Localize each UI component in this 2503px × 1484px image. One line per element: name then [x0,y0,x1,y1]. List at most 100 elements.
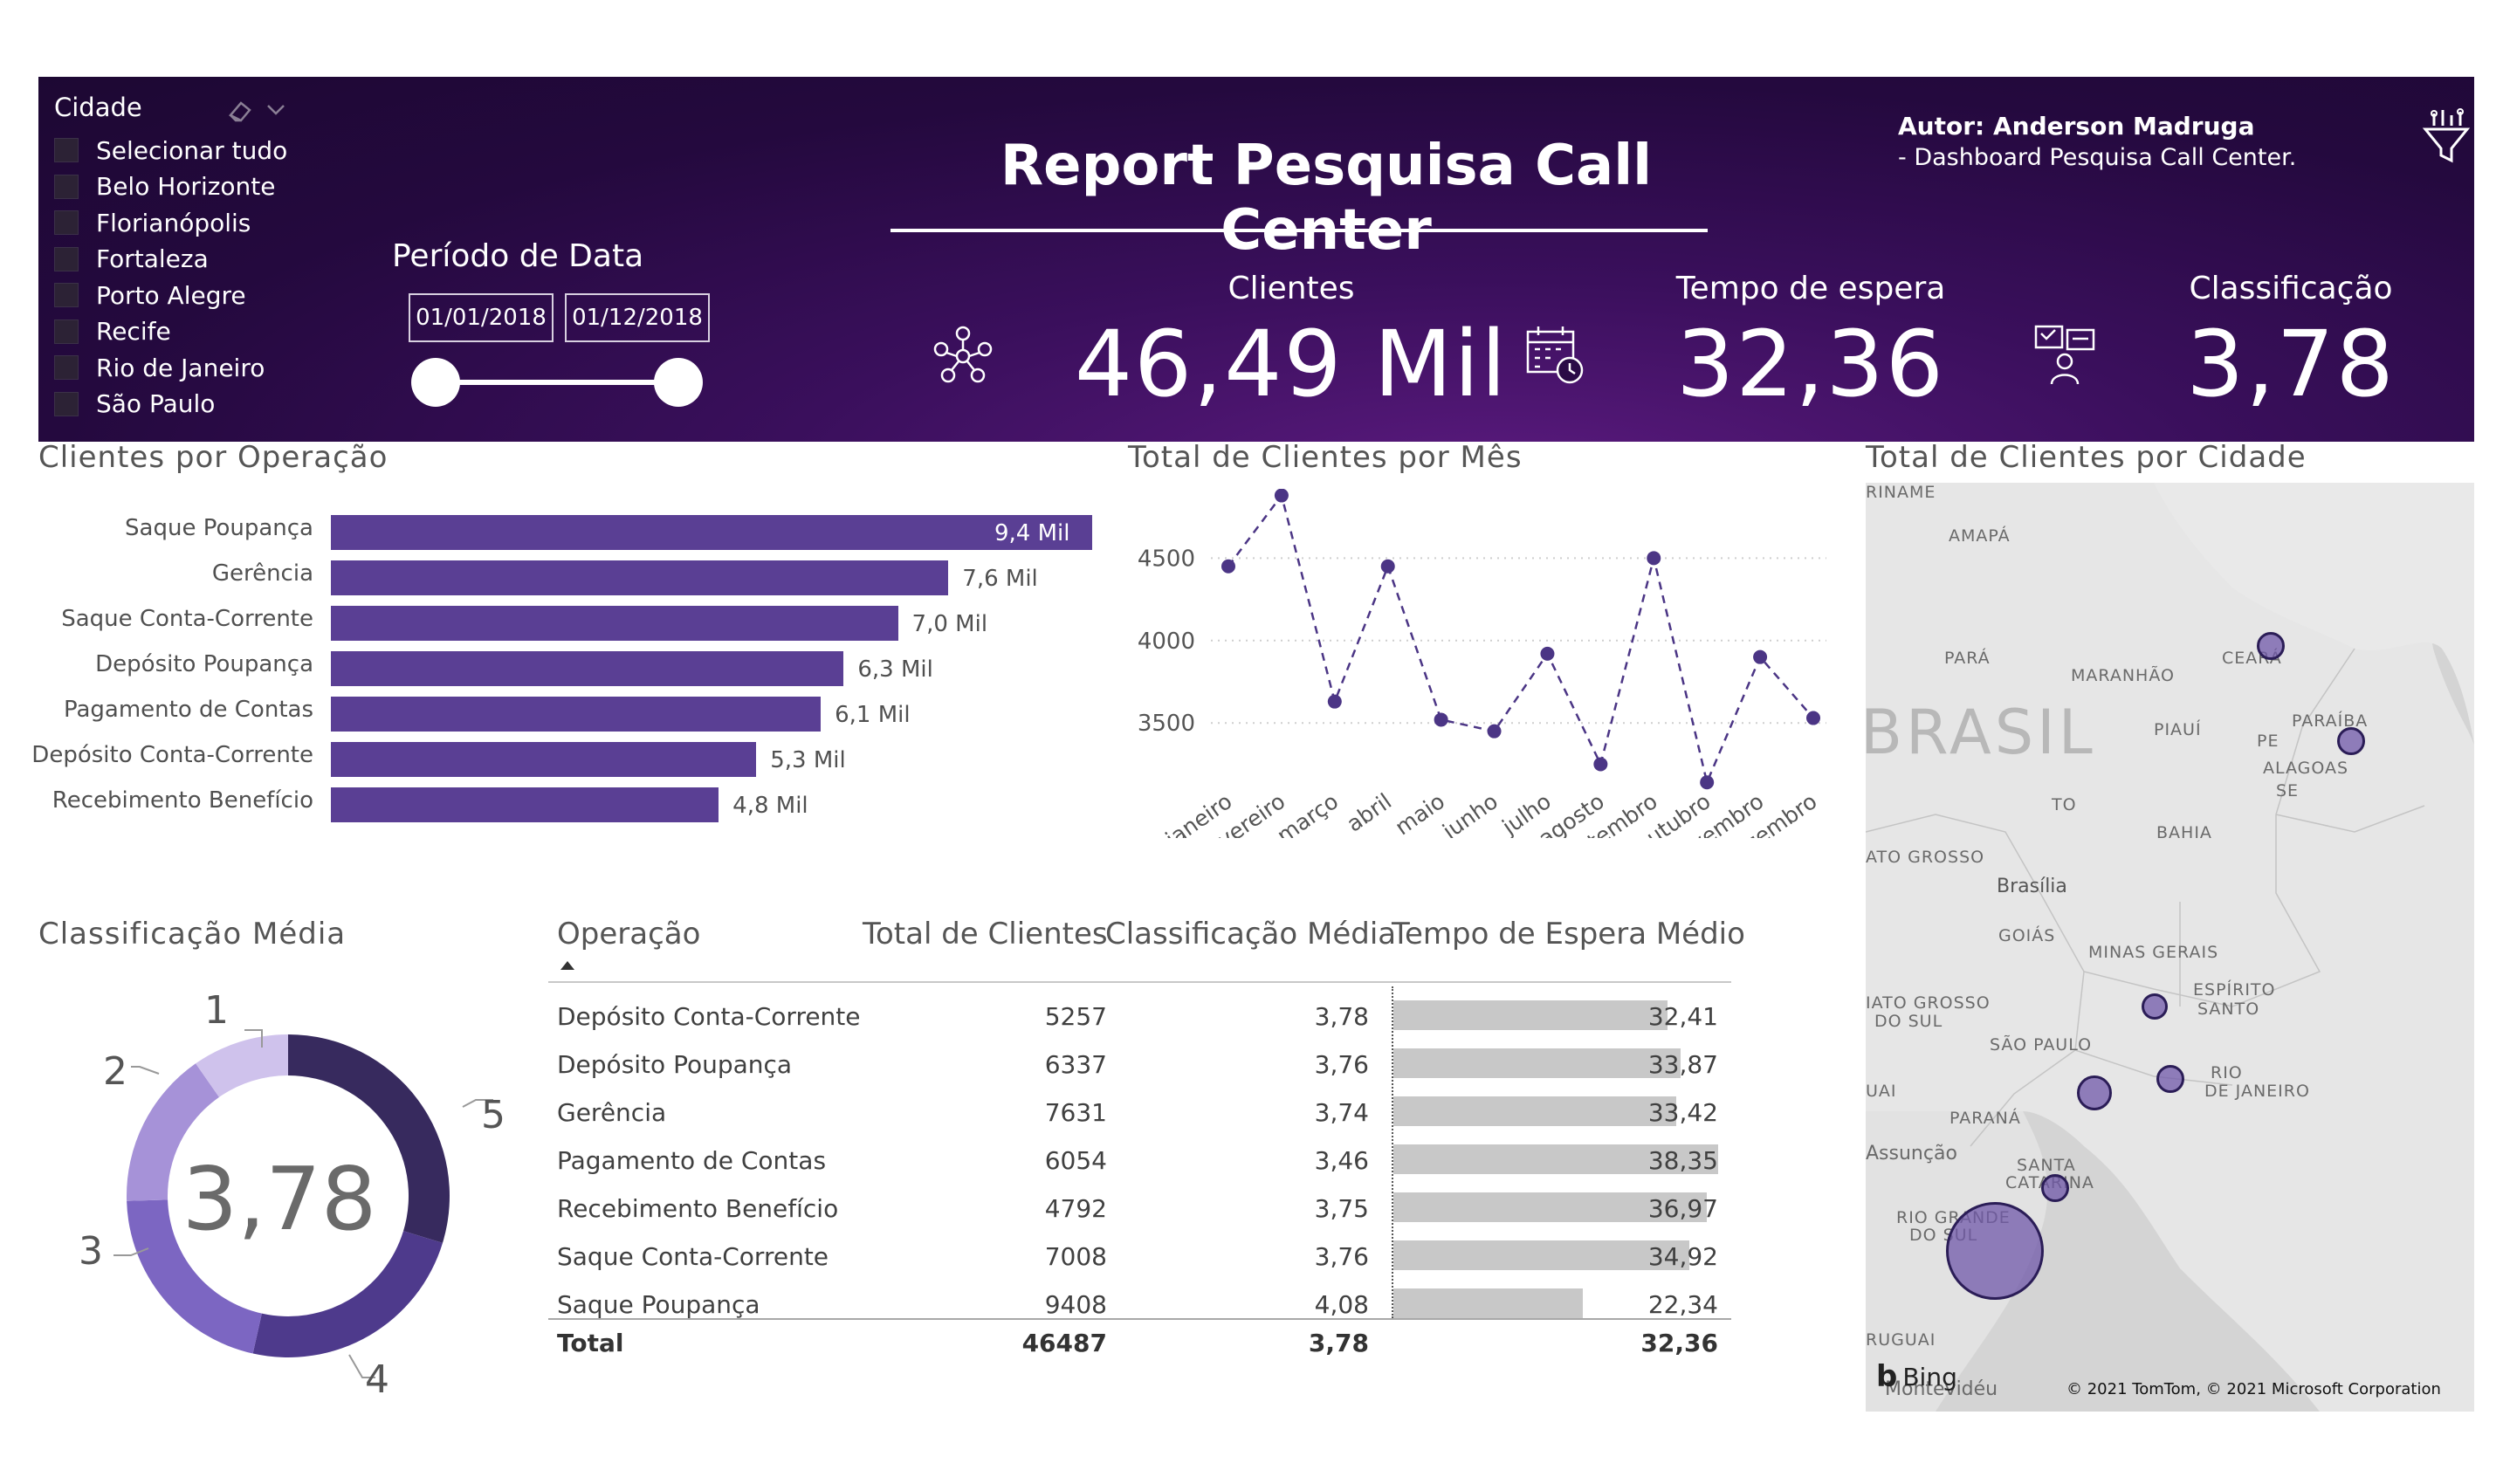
bar[interactable] [331,606,898,641]
wait-bar [1393,1048,1681,1078]
table-row[interactable]: Gerência 7631 3,74 33,42 [548,1091,1731,1135]
map-place-label: BAHIA [2156,823,2212,842]
checkbox[interactable] [54,210,79,235]
city-bubble[interactable] [2257,632,2285,660]
map-place-label: IATO GROSSO [1866,993,1991,1013]
city-option[interactable]: Porto Alegre [54,278,246,313]
filter-funnel-icon[interactable] [2420,103,2472,166]
city-option[interactable]: Florianópolis [54,205,251,240]
map-place-label: UAI [1866,1082,1897,1101]
cell-operacao: Saque Poupança [557,1290,760,1319]
city-bubble[interactable] [2040,1173,2070,1203]
checkbox[interactable] [54,319,79,344]
city-option-label: Selecionar tudo [96,135,288,165]
checkbox[interactable] [54,174,79,199]
date-slider-end-handle[interactable] [654,358,703,407]
cell-operacao: Gerência [557,1098,667,1127]
cell-tempo: 36,97 [1647,1194,1718,1223]
city-bubble[interactable] [2076,1075,2113,1111]
city-option[interactable]: Belo Horizonte [54,169,276,204]
data-point[interactable] [1806,711,1820,725]
city-option[interactable]: Selecionar tudo [54,133,287,168]
col-header-classificacao[interactable]: Classificação Média [1105,917,1397,952]
donut-slice[interactable] [127,1199,262,1354]
donut-slice[interactable] [127,1063,220,1201]
y-tick-label: 4000 [1138,629,1195,655]
map-place-label: GOIÁS [1998,926,2056,945]
data-point[interactable] [1221,559,1235,574]
cell-total: 6337 [1044,1050,1107,1079]
bar[interactable] [331,742,757,777]
data-point[interactable] [1274,489,1289,503]
bar-data-label: 7,0 Mil [911,611,988,637]
table-row[interactable]: Saque Conta-Corrente 7008 3,76 34,92 [548,1235,1731,1279]
x-tick-label: abril [1342,788,1396,837]
donut-title: Classificação Média [38,917,347,952]
checkbox[interactable] [54,283,79,307]
end-date-input[interactable]: 01/12/2018 [565,293,710,342]
city-bubble[interactable] [2336,726,2366,756]
donut-slice[interactable] [252,1231,443,1357]
eraser-icon[interactable] [225,96,255,126]
city-bubble[interactable] [2156,1064,2185,1094]
data-point[interactable] [1380,559,1395,574]
city-option[interactable]: Fortaleza [54,242,209,277]
people-network-icon [929,323,997,391]
calendar-clock-icon [1523,323,1587,388]
city-option[interactable]: Rio de Janeiro [54,350,265,385]
map-place-label: SANTO [2197,1000,2260,1019]
bar[interactable] [331,697,822,732]
checkbox[interactable] [54,391,79,416]
donut-slice[interactable] [196,1034,288,1097]
cell-tempo: 32,41 [1647,1002,1718,1031]
clientes-por-cidade-map[interactable]: RINAME AMAPÁ PARÁ MARANHÃO CEARÁ BRASIL PIAUÍ P… [1866,483,2474,1412]
donut-center-value: 3,78 [182,1148,377,1250]
author-subtitle: - Dashboard Pesquisa Call Center. [1898,144,2297,171]
wait-bar [1393,1240,1689,1270]
slice-leader-line [348,1354,375,1378]
x-tick-label: maio [1391,788,1449,838]
city-option[interactable]: Recife [54,314,171,349]
bar-data-label: 6,1 Mil [835,702,911,728]
sort-ascending-icon[interactable] [559,958,576,971]
city-bubble[interactable] [1945,1201,2045,1301]
data-point[interactable] [1540,646,1555,661]
data-point[interactable] [1647,551,1661,566]
city-option-label: São Paulo [96,389,216,418]
start-date-input[interactable]: 01/01/2018 [409,293,554,342]
date-slider-track[interactable] [436,380,680,385]
cell-tempo: 38,35 [1647,1146,1718,1175]
city-option[interactable]: São Paulo [54,387,215,422]
bar[interactable] [331,560,949,595]
checkbox[interactable] [54,246,79,271]
donut-slice[interactable] [288,1034,450,1243]
table-row[interactable]: Saque Poupança 9408 4,08 22,34 [548,1283,1731,1327]
table-row[interactable]: Pagamento de Contas 6054 3,46 38,35 [548,1139,1731,1183]
date-slider-start-handle[interactable] [411,358,460,407]
data-point[interactable] [1753,649,1768,664]
table-row[interactable]: Depósito Conta-Corrente 5257 3,78 32,41 [548,995,1731,1039]
wait-bar [1393,1192,1707,1222]
cell-classificacao: 4,08 [1314,1290,1369,1319]
city-bubble[interactable] [2141,993,2169,1020]
bar-data-label: 5,3 Mil [770,747,846,773]
data-point[interactable] [1593,757,1608,772]
bing-logo: b Bing [1876,1359,1957,1394]
bar[interactable] [331,787,719,822]
data-point[interactable] [1487,724,1502,739]
table-row[interactable]: Depósito Poupança 6337 3,76 33,87 [548,1043,1731,1087]
bar[interactable] [331,651,844,686]
data-point[interactable] [1700,775,1715,790]
checkbox[interactable] [54,355,79,380]
col-header-total[interactable]: Total de Clientes [863,917,1108,952]
data-point[interactable] [1327,694,1342,709]
col-header-operacao[interactable]: Operação [557,917,701,952]
data-point[interactable] [1434,712,1448,727]
bar[interactable] [331,515,1092,550]
kpi-class-title: Classificação [2189,271,2393,306]
col-header-tempo[interactable]: Tempo de Espera Médio [1392,917,1745,952]
checkbox[interactable] [54,138,79,162]
chevron-down-icon[interactable] [264,98,288,122]
bar-category-label: Depósito Poupança [95,651,313,677]
table-row[interactable]: Recebimento Benefício 4792 3,75 36,97 [548,1187,1731,1231]
